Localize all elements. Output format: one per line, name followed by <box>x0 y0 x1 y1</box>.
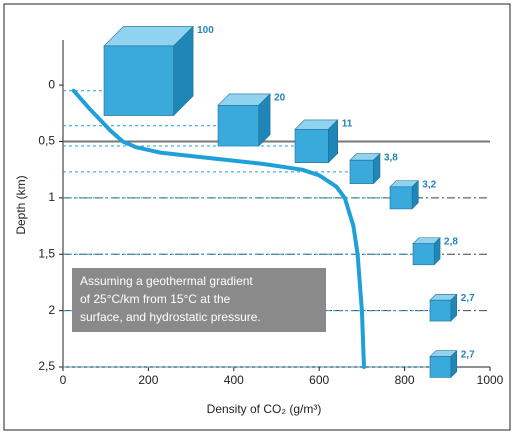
cube-front <box>429 356 452 378</box>
cube-front <box>294 129 329 163</box>
cube <box>429 349 458 379</box>
y-tick-label: 0 <box>48 77 55 91</box>
x-axis-label: Density of CO₂ (g/m³) <box>207 402 322 416</box>
y-tick-label: 1 <box>48 190 55 204</box>
cube-front <box>389 186 413 210</box>
y-axis-label: Depth (km) <box>14 175 28 234</box>
x-tick-label: 400 <box>224 373 244 387</box>
cube <box>429 293 458 322</box>
cube-label: 20 <box>274 93 286 104</box>
cube-label: 2,7 <box>461 349 475 360</box>
annotation: Assuming a geothermal gradient <box>80 274 253 288</box>
x-tick-label: 200 <box>138 373 158 387</box>
cube-label: 3,8 <box>384 152 398 163</box>
cube <box>294 119 339 164</box>
y-tick-label: 0,5 <box>38 134 55 148</box>
cube-label: 100 <box>197 25 214 36</box>
cube-front <box>429 299 452 322</box>
x-tick-label: 800 <box>395 373 415 387</box>
cube-front <box>349 159 374 184</box>
frame <box>3 3 511 431</box>
density-curve <box>71 88 366 369</box>
x-tick-label: 0 <box>60 373 67 387</box>
cube <box>389 179 420 210</box>
cube-label: 11 <box>342 119 353 130</box>
cube-label: 3,2 <box>422 179 436 190</box>
cube <box>217 93 271 147</box>
cube <box>103 25 194 117</box>
cube-front <box>103 45 174 116</box>
cube-front <box>412 243 435 266</box>
cube-label: 2,7 <box>461 293 475 304</box>
annotation-box <box>72 268 326 332</box>
annotation: of 25°C/km from 15°C at the <box>80 292 231 306</box>
cube-front <box>217 105 260 147</box>
cube <box>412 237 441 266</box>
y-tick-label: 2 <box>48 303 55 317</box>
y-tick-label: 2,5 <box>38 359 55 373</box>
x-tick-label: 600 <box>309 373 329 387</box>
x-tick-label: 1000 <box>477 373 504 387</box>
annotation: surface, and hydrostatic pressure. <box>80 310 261 324</box>
cube-label: 2,8 <box>444 236 458 247</box>
y-tick-label: 1,5 <box>38 246 55 260</box>
cube <box>349 152 381 185</box>
